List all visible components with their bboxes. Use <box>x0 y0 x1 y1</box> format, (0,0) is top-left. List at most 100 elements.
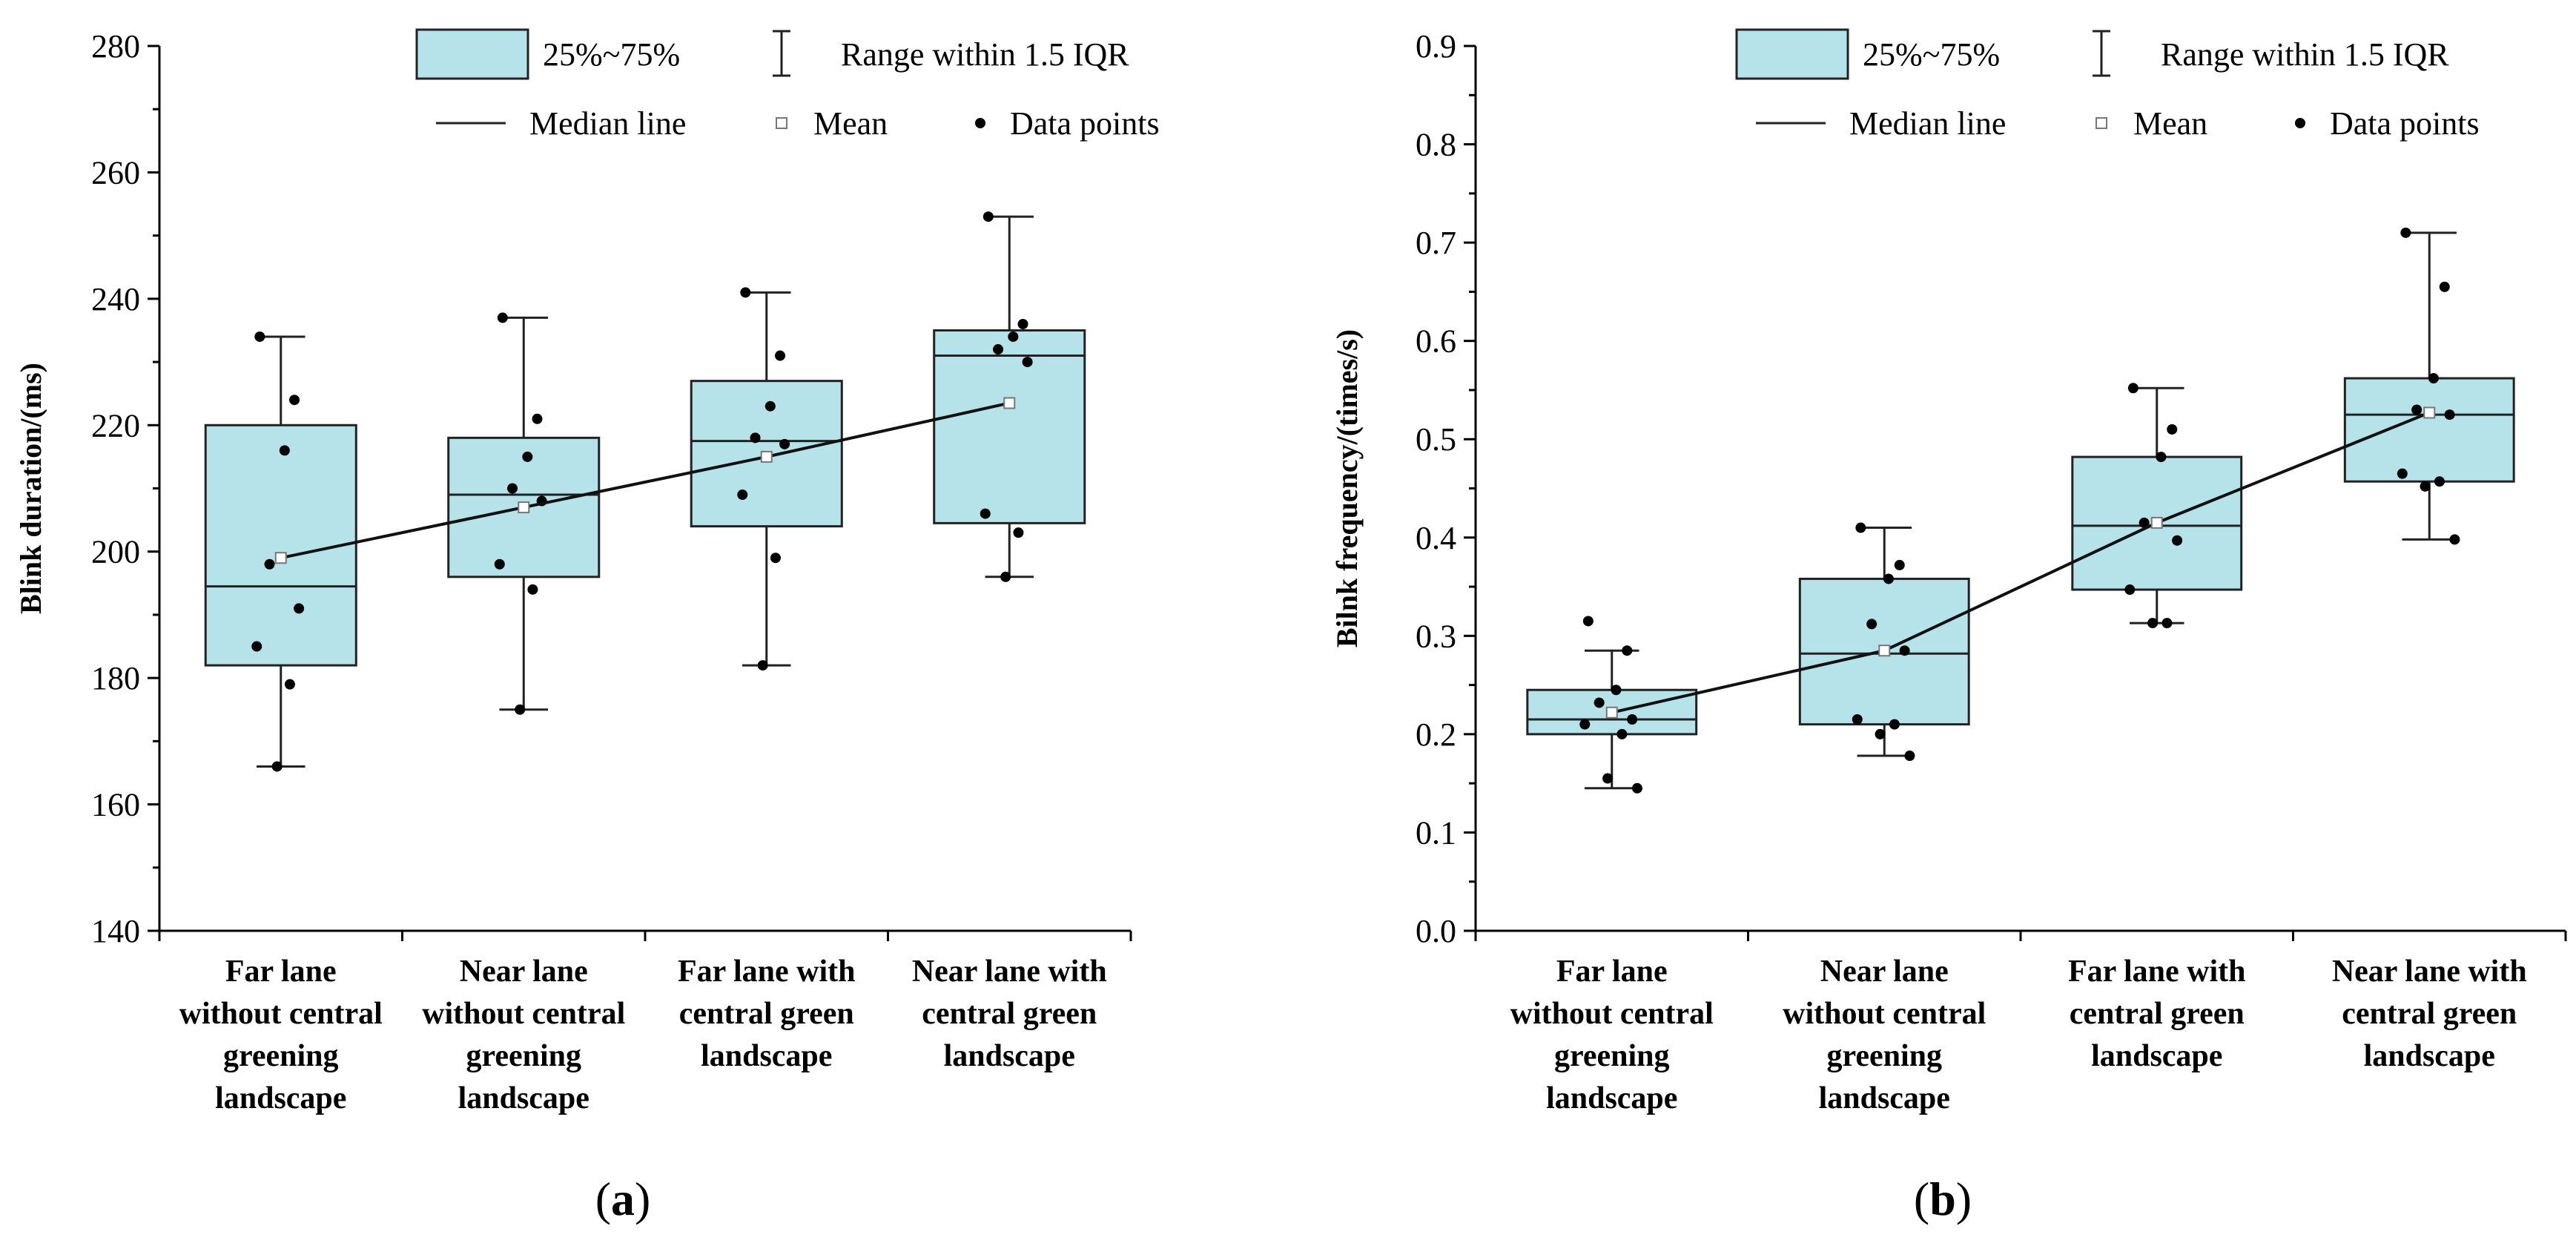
x-category-label: landscape <box>1819 1081 1950 1115</box>
legend-mean-label: Mean <box>813 105 888 142</box>
x-category-label: Far lane with <box>678 955 856 989</box>
data-point <box>980 508 991 519</box>
iqr-box <box>204 423 357 667</box>
mean-marker <box>760 450 773 463</box>
y-tick-label: 0.7 <box>1416 225 1456 261</box>
x-category-label: Near lane <box>1820 955 1949 989</box>
data-point <box>1594 697 1605 708</box>
iqr-box <box>933 329 1086 524</box>
data-point <box>750 432 761 444</box>
data-point <box>2167 423 2178 435</box>
x-category-label: Near lane with <box>2332 955 2527 989</box>
data-point <box>251 641 262 652</box>
y-tick-label: 0.0 <box>1416 913 1456 949</box>
data-point <box>532 413 543 424</box>
data-point <box>1582 616 1594 627</box>
mean-marker <box>518 501 530 514</box>
x-category-label: Far lane <box>1556 955 1668 989</box>
x-category-label: without central <box>1783 997 1986 1031</box>
x-category-label: greening <box>466 1039 581 1073</box>
data-point <box>2124 584 2136 596</box>
data-point <box>1022 357 1033 368</box>
data-point <box>289 395 300 406</box>
data-point <box>757 660 768 671</box>
x-category-label: landscape <box>701 1039 832 1073</box>
data-point <box>1631 782 1642 794</box>
data-point <box>515 704 526 715</box>
mean-connect-line <box>280 401 1010 560</box>
y-tick-label: 0.3 <box>1416 618 1456 654</box>
data-point <box>2127 383 2139 394</box>
x-category-label: landscape <box>2091 1039 2222 1073</box>
data-point <box>779 438 790 449</box>
y-axis-title: Blink duration/(ms) <box>14 363 47 614</box>
data-point <box>2139 517 2150 528</box>
data-point <box>1866 619 1877 630</box>
x-category-label: landscape <box>1546 1081 1677 1115</box>
data-point <box>2411 404 2423 415</box>
y-tick-label: 220 <box>91 407 140 444</box>
data-point <box>254 331 265 342</box>
data-point <box>1611 685 1622 696</box>
legend-range-label: Range within 1.5 IQR <box>2161 36 2449 73</box>
y-axis-title: Bilnk frequency/(times/s) <box>1330 329 1364 647</box>
y-tick-label: 200 <box>91 534 140 570</box>
data-point <box>494 558 505 570</box>
data-point <box>1579 719 1591 730</box>
data-point <box>1013 527 1024 538</box>
y-tick-label: 240 <box>91 281 140 317</box>
legend-box-swatch <box>415 28 529 80</box>
legend-box-label: 25%~75% <box>543 36 680 73</box>
data-point <box>2420 481 2431 492</box>
data-point <box>1904 751 1915 762</box>
data-point <box>2434 476 2445 487</box>
panel-label-letter: a <box>611 1173 635 1225</box>
y-tick-label: 0.8 <box>1416 127 1456 163</box>
chart-panel-a: 140 160 180 200 220 240 260 280 Blink duration/(… <box>14 28 1160 1225</box>
y-tick-label: 260 <box>91 154 140 191</box>
y-tick-label: 280 <box>91 28 140 65</box>
x-category-label: Far lane <box>225 955 337 989</box>
x-category-label: greening <box>1826 1039 1942 1073</box>
x-category-label: landscape <box>215 1081 346 1115</box>
legend-mean-symbol <box>776 117 787 129</box>
mean-marker <box>1878 645 1891 657</box>
data-point <box>2400 227 2411 238</box>
data-point <box>279 445 290 456</box>
x-category-label: greening <box>1554 1039 1670 1073</box>
data-point <box>737 490 748 501</box>
x-category-label: central green <box>2070 997 2245 1031</box>
data-point <box>1875 728 1886 739</box>
data-point <box>522 451 533 462</box>
y-tick-label: 0.1 <box>1416 814 1456 851</box>
data-point <box>1602 773 1614 784</box>
panel-label: (b) <box>1914 1173 1972 1225</box>
x-category-label: central green <box>679 997 854 1031</box>
legend-points-label: Data points <box>1010 105 1160 142</box>
data-point <box>775 350 786 361</box>
data-point <box>740 287 751 298</box>
x-category-label: Near lane with <box>912 955 1107 989</box>
data-point <box>2397 468 2408 479</box>
data-point <box>2147 618 2159 629</box>
legend-mean-label: Mean <box>2133 105 2207 142</box>
iqr-box <box>1526 688 1698 736</box>
panel-label: (a) <box>595 1173 651 1225</box>
x-category-label: Far lane with <box>2068 955 2246 989</box>
legend-points-symbol <box>2295 118 2305 128</box>
legend-points-label: Data points <box>2330 105 2480 142</box>
panel-label-letter: b <box>1929 1173 1956 1225</box>
data-point <box>1616 728 1628 739</box>
data-point <box>2444 409 2455 421</box>
y-tick-label: 0.9 <box>1416 28 1456 65</box>
data-point <box>1622 645 1633 656</box>
x-category-label: landscape <box>458 1081 589 1115</box>
data-point <box>1899 645 1910 656</box>
data-point <box>1017 318 1028 329</box>
data-point <box>1883 573 1894 584</box>
data-point <box>284 679 295 690</box>
legend-box-swatch <box>1735 28 1849 80</box>
y-tick-label: 160 <box>91 787 140 823</box>
x-category-label: landscape <box>944 1039 1075 1073</box>
